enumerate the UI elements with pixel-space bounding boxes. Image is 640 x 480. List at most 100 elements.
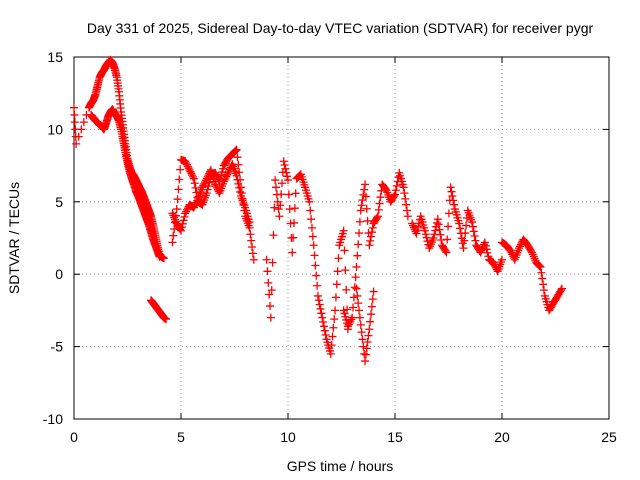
data-point <box>557 284 566 293</box>
data-point <box>358 335 367 344</box>
data-point <box>349 293 358 302</box>
data-point <box>221 174 230 183</box>
data-point <box>74 132 83 141</box>
data-point <box>179 216 188 225</box>
data-point <box>262 255 271 264</box>
data-point <box>442 248 451 257</box>
data-point <box>307 215 316 224</box>
data-point <box>449 196 458 205</box>
data-point <box>391 186 400 195</box>
data-point <box>231 146 240 155</box>
data-point <box>169 231 178 240</box>
data-point <box>444 209 453 218</box>
data-point <box>413 226 422 235</box>
data-point <box>70 110 79 119</box>
data-point <box>356 206 365 215</box>
data-point <box>365 241 374 250</box>
data-point <box>468 222 477 231</box>
data-point <box>352 284 361 293</box>
chart-title: Day 331 of 2025, Sidereal Day-to-day VTE… <box>87 20 594 36</box>
data-point <box>363 337 372 346</box>
series-seg-twenty-to-twentythree <box>498 235 566 315</box>
series-seg-late-dip <box>352 284 378 366</box>
data-point <box>233 175 242 184</box>
data-point <box>391 190 399 199</box>
data-point <box>360 185 369 194</box>
data-point <box>189 203 198 212</box>
data-point <box>313 291 322 300</box>
data-point <box>347 315 356 324</box>
data-point <box>289 233 298 242</box>
x-tick-label: 10 <box>280 429 296 445</box>
data-point <box>450 200 459 209</box>
data-point <box>173 195 182 204</box>
data-point <box>187 169 196 178</box>
data-point <box>557 286 566 295</box>
data-point <box>361 350 370 359</box>
data-point <box>318 313 327 322</box>
data-point <box>349 303 358 312</box>
data-point <box>515 244 524 253</box>
y-tick-label: 0 <box>55 266 63 282</box>
data-point <box>326 349 335 358</box>
data-point <box>534 261 543 270</box>
data-point <box>527 247 536 256</box>
data-point <box>333 267 342 276</box>
data-point <box>284 176 292 185</box>
data-point <box>369 287 378 296</box>
data-point <box>368 295 377 304</box>
data-point <box>431 226 440 235</box>
data-point <box>365 325 374 334</box>
data-point <box>443 235 452 244</box>
data-point <box>331 306 340 315</box>
data-point <box>355 217 364 226</box>
data-point <box>374 205 383 214</box>
data-point <box>402 206 411 215</box>
data-point <box>352 262 361 271</box>
data-point <box>232 171 241 180</box>
series-seg-fifteen-to-twenty <box>408 183 506 276</box>
data-point <box>482 245 491 254</box>
data-point <box>282 168 291 177</box>
data-point <box>177 223 186 232</box>
data-point <box>246 230 255 239</box>
data-point <box>305 197 314 206</box>
data-point <box>422 233 431 242</box>
data-point <box>236 187 245 196</box>
data-point <box>327 341 336 350</box>
data-point <box>174 185 183 194</box>
data-point <box>392 181 401 190</box>
data-point <box>234 179 243 188</box>
data-point <box>402 200 411 209</box>
data-point <box>441 247 450 256</box>
data-point <box>270 203 279 212</box>
data-point <box>219 177 228 186</box>
data-point <box>362 344 371 353</box>
data-point <box>183 162 192 171</box>
data-point <box>319 317 328 326</box>
data-point <box>367 228 376 237</box>
data-point <box>334 254 343 263</box>
data-point <box>363 216 372 225</box>
data-point <box>456 224 465 233</box>
data-point <box>275 212 284 221</box>
data-point <box>172 205 181 214</box>
data-point <box>355 306 364 315</box>
data-point <box>401 194 410 203</box>
data-point <box>345 318 354 327</box>
data-point <box>353 291 362 300</box>
data-point <box>436 230 445 239</box>
data-point <box>460 236 469 245</box>
data-point <box>538 274 547 283</box>
data-point <box>462 221 471 230</box>
data-point <box>455 219 464 228</box>
data-point <box>309 241 318 250</box>
data-point <box>182 160 191 169</box>
data-point <box>359 342 368 351</box>
x-tick-label: 5 <box>177 429 185 445</box>
data-point <box>224 168 233 177</box>
data-point <box>178 219 187 228</box>
data-point <box>199 181 208 190</box>
data-point <box>306 206 315 215</box>
